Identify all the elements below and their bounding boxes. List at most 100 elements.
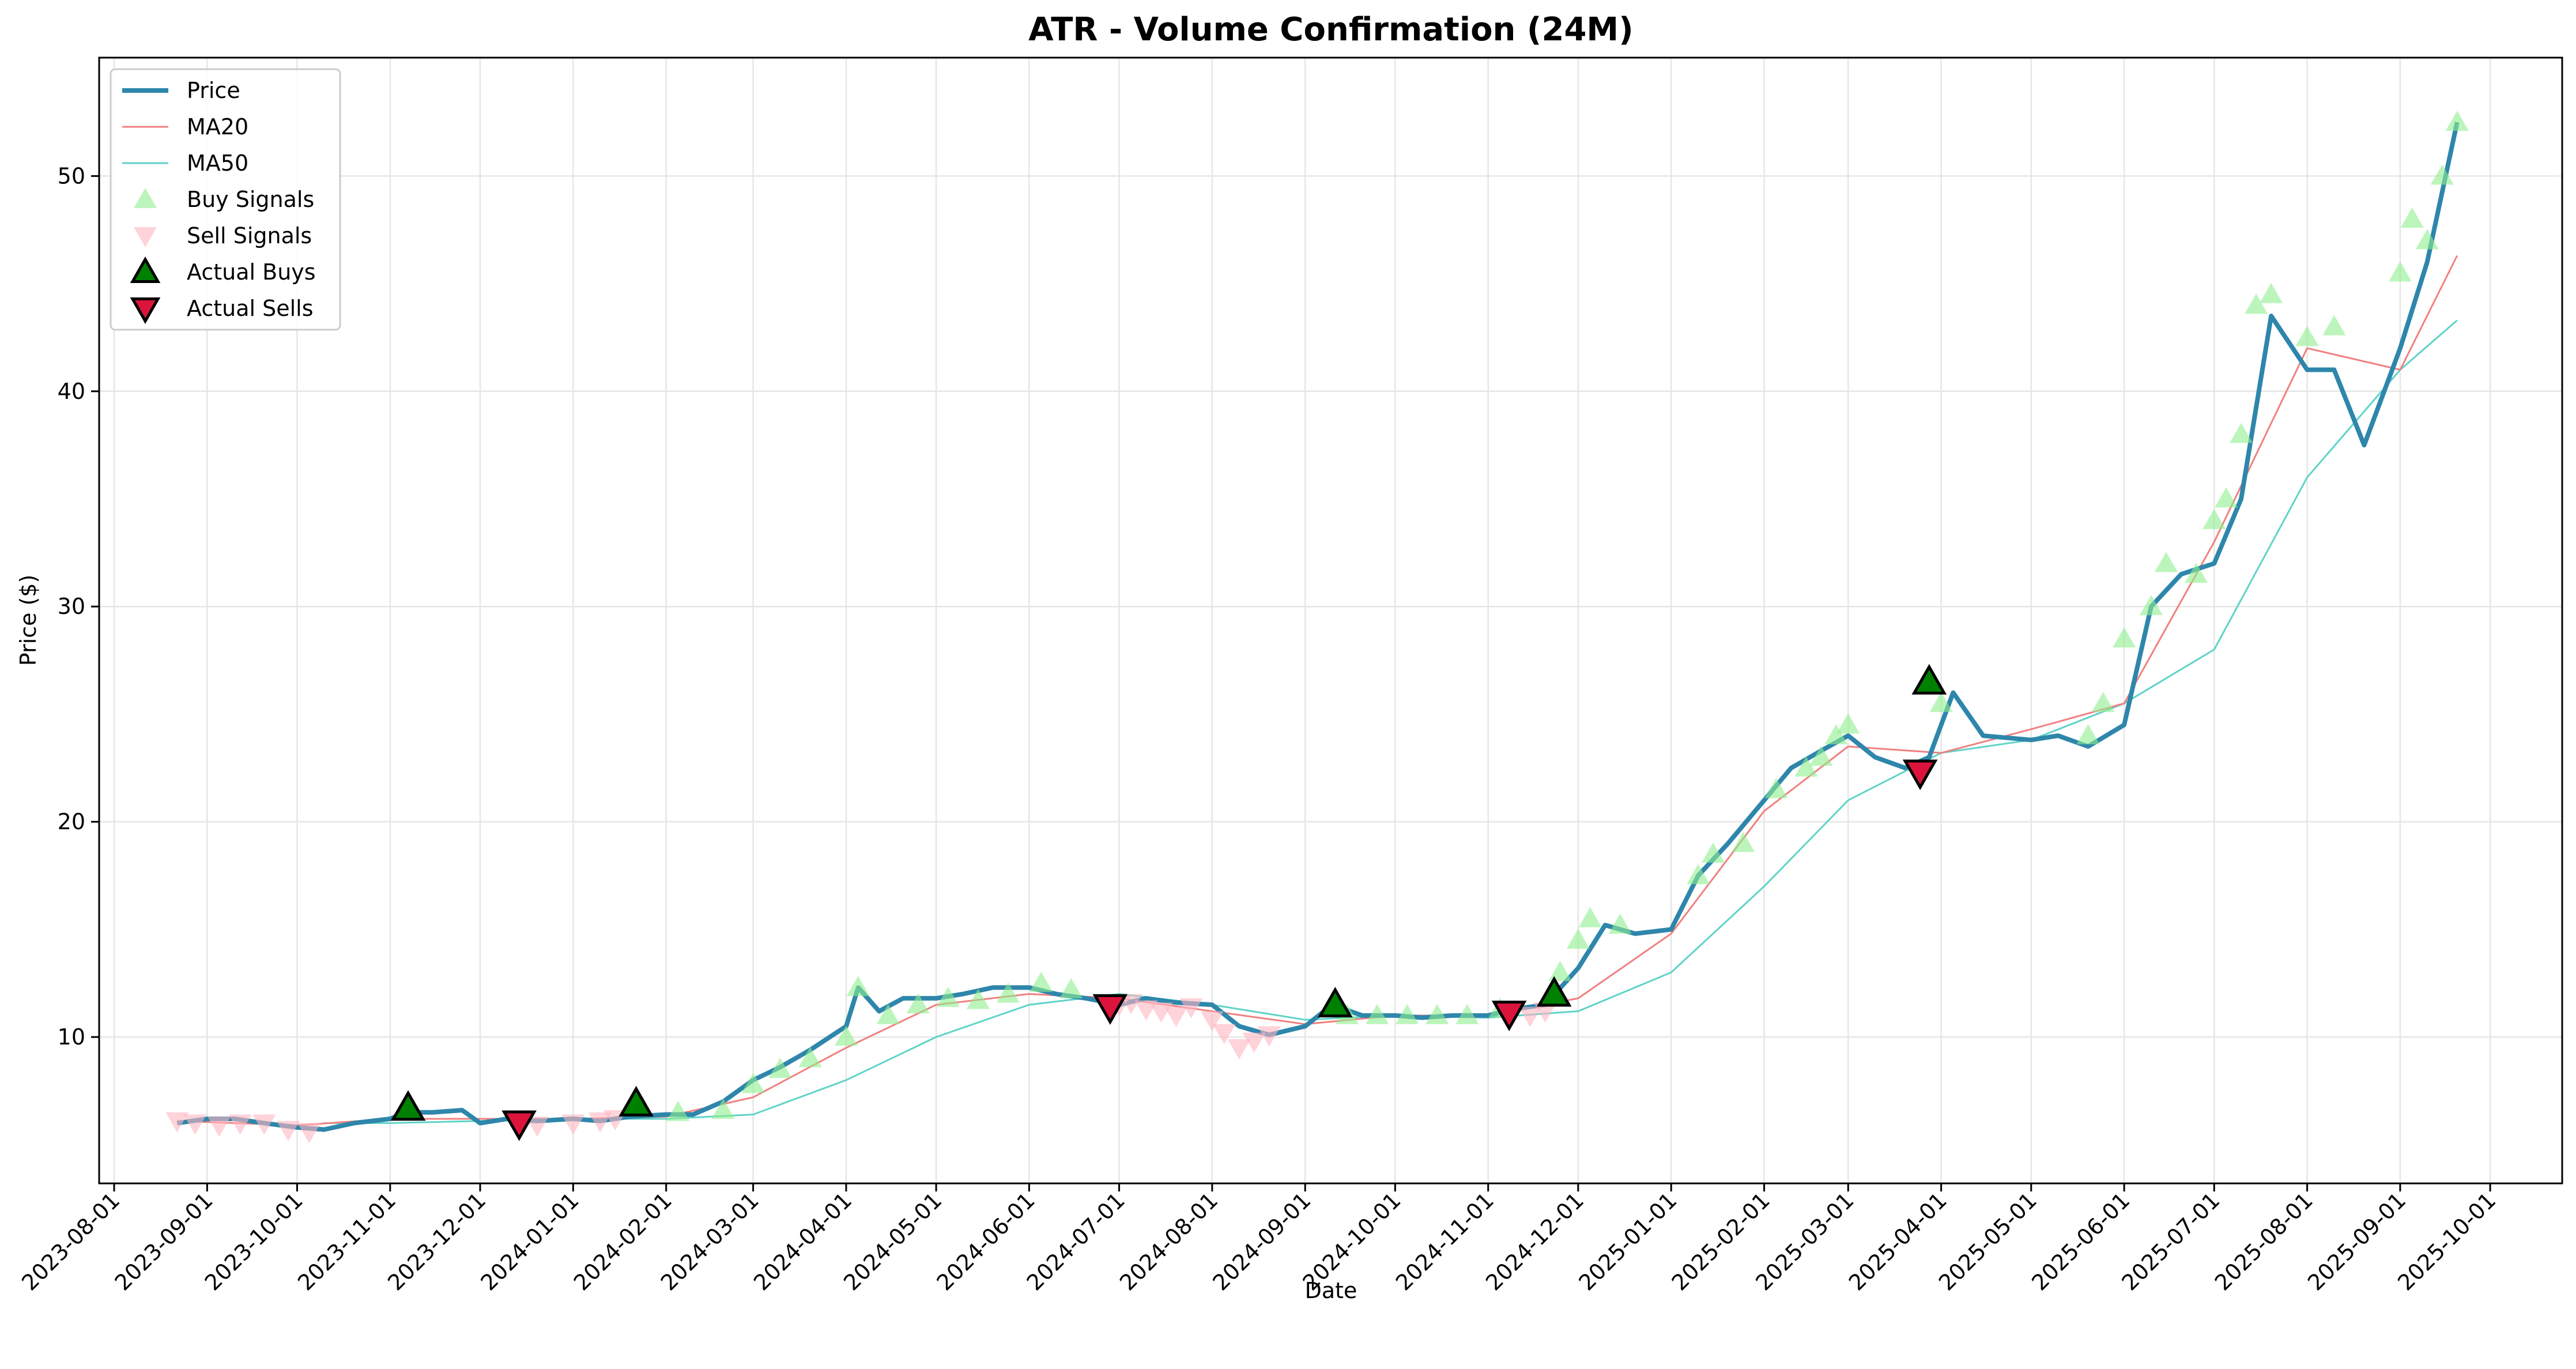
buy-signal-marker [1794, 756, 1818, 777]
legend-label: Sell Signals [187, 223, 312, 248]
buy-signal-marker [2415, 229, 2439, 250]
sell-signal-marker [1119, 994, 1143, 1015]
x-tick-label: 2025-01-01 [1574, 1187, 1681, 1295]
buy-signal-marker [1366, 1004, 1389, 1024]
actual-buy-marker [1911, 663, 1947, 695]
legend-label: Actual Sells [187, 296, 314, 321]
sell-signal-marker [561, 1114, 585, 1135]
sell-signal-marker [525, 1117, 549, 1137]
sell-signal-marker [1179, 998, 1203, 1019]
sell-signal-marker [1212, 1024, 1236, 1044]
x-tick-label: 2025-08-01 [2210, 1187, 2318, 1295]
buy-signal-marker [2076, 724, 2100, 745]
buy-signal-marker [906, 993, 930, 1014]
buy-signal-marker [2215, 487, 2238, 508]
legend-label: Buy Signals [187, 187, 314, 212]
buy-signal-marker [1425, 1004, 1449, 1024]
sell-signal-marker [297, 1123, 321, 1144]
actual-sell-marker [501, 1110, 537, 1141]
sell-signal-marker [1533, 1002, 1557, 1023]
buy-signal-marker [2388, 261, 2412, 282]
buy-signal-marker [2154, 552, 2178, 572]
buy-signal-marker [1809, 745, 1833, 766]
actual-buy-marker [390, 1090, 426, 1121]
ma20-line [177, 255, 2458, 1126]
actual-sell-marker [1092, 994, 1128, 1025]
y-tick-label: 40 [58, 379, 85, 404]
buy-signal-marker [2295, 326, 2319, 346]
buy-signal-marker [1824, 724, 1848, 745]
sell-signal-marker [252, 1114, 276, 1135]
legend-label: Actual Buys [187, 259, 316, 285]
price-line [176, 122, 2460, 1132]
buy-signal-marker [2445, 111, 2469, 131]
buy-signal-marker [1764, 778, 1788, 798]
buy-signal-marker [1059, 978, 1083, 998]
sell-signal-marker [183, 1114, 207, 1135]
buy-signal-marker [1732, 831, 1755, 852]
buy-signal-marker [2185, 563, 2208, 583]
series-layer [176, 122, 2460, 1132]
y-tick-label: 20 [58, 809, 85, 835]
buy-signal-marker [2430, 164, 2454, 185]
legend-actual-buy-swatch [130, 256, 161, 283]
sell-signal-marker [1257, 1026, 1281, 1047]
sell-signal-marker [208, 1117, 231, 1137]
buy-signal-marker [997, 982, 1020, 1003]
x-tick-label: 2024-08-01 [1115, 1187, 1223, 1295]
buy-signal-marker [2400, 208, 2424, 228]
buy-signal-marker [798, 1047, 822, 1068]
buy-signal-marker [1836, 713, 1860, 734]
chart-title: ATR - Volume Confirmation (24M) [1028, 11, 1634, 48]
buy-signal-marker [768, 1058, 792, 1078]
buy-signal-marker [1396, 1004, 1419, 1024]
legend-label: MA50 [187, 150, 248, 176]
actual-buy-marker [1536, 976, 1572, 1007]
plot-frame [98, 56, 2563, 1185]
marker-layer [165, 111, 2469, 1144]
x-axis-label: Date [1305, 1278, 1357, 1303]
buy-signal-marker [936, 986, 960, 1007]
buy-signal-marker [1608, 913, 1632, 934]
y-tick-label: 10 [58, 1024, 85, 1050]
buy-signal-marker [2322, 315, 2346, 335]
buy-signal-marker [2260, 282, 2283, 303]
legend-label: MA20 [187, 114, 248, 139]
legend-buy-signal-swatch [134, 188, 157, 208]
sell-signal-marker [1518, 1006, 1542, 1027]
buy-signal-marker [741, 1073, 765, 1093]
actual-buy-marker [1317, 987, 1353, 1018]
buy-signal-marker [1929, 692, 1953, 712]
grid-layer [99, 58, 2562, 1183]
actual-buy-marker [618, 1085, 654, 1117]
legend-actual-sell-swatch [130, 297, 161, 325]
x-tick-label: 2024-01-01 [476, 1187, 583, 1295]
buy-signal-marker [2091, 692, 2115, 712]
buy-signal-marker [876, 1004, 900, 1024]
ma50-line [324, 319, 2458, 1124]
legend-sell-signal-swatch [134, 227, 157, 247]
tick-layer: 2023-08-012023-09-012023-10-012023-11-01… [17, 163, 2500, 1295]
sell-signal-marker [1227, 1039, 1251, 1059]
buy-signal-marker [1455, 1004, 1479, 1024]
buy-signal-marker [666, 1100, 690, 1121]
buy-signal-marker [1548, 961, 1572, 982]
y-tick-label: 30 [58, 594, 85, 619]
sell-signal-marker [1200, 1011, 1224, 1032]
sell-signal-marker [589, 1112, 612, 1133]
buy-signal-marker [966, 989, 990, 1009]
y-tick-label: 50 [58, 163, 85, 188]
legend: Price MA20 MA50 Buy Signals Sell Signals Actu… [110, 68, 341, 331]
x-tick-label: 2023-08-01 [17, 1187, 125, 1295]
buy-signal-marker [2139, 595, 2163, 616]
buy-signal-marker [1702, 842, 1725, 863]
buy-signal-marker [834, 1025, 858, 1046]
actual-sell-marker [1491, 1000, 1527, 1032]
buy-signal-marker [2245, 293, 2268, 314]
buy-signal-marker [2230, 423, 2253, 443]
buy-signal-marker [1566, 929, 1590, 949]
buy-signal-marker [1687, 864, 1710, 885]
sell-signal-marker [276, 1121, 300, 1141]
y-axis-label: Price ($) [16, 575, 41, 666]
